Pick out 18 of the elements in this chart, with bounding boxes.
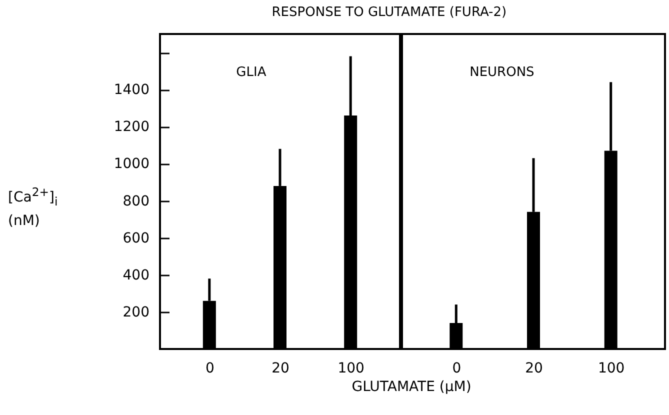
x-tick-label: 20 [525, 360, 543, 376]
text: [Ca$^{2+}$]$_{i}$ (nM) [8, 185, 58, 230]
x-tick-label: 100 [338, 360, 364, 376]
x-axis-title: GLUTAMATE (μM) [352, 379, 472, 395]
chart-title: RESPONSE TO GLUTAMATE (FURA-2) [272, 5, 507, 20]
x-tick-label: 0 [205, 360, 214, 376]
y-tick-label: 600 [122, 230, 150, 246]
y-tick-label: 1400 [114, 82, 150, 98]
y-tick-label: 1000 [114, 156, 150, 172]
y-tick-label: 1200 [114, 119, 150, 136]
x-tick-label: 0 [452, 360, 462, 376]
annotation: GLIA [236, 65, 266, 80]
x-tick-label: 100 [598, 360, 625, 376]
y-tick-label: 200 [122, 304, 150, 320]
annotation: NEURONS [470, 65, 534, 80]
x-tick-label: 20 [272, 360, 290, 376]
y-tick-label: 400 [122, 267, 150, 284]
y-tick-label: 800 [122, 193, 150, 210]
